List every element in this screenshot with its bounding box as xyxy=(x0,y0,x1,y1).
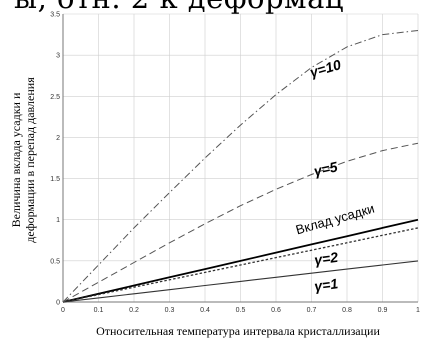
series-line-4 xyxy=(62,30,419,303)
grid xyxy=(62,13,419,303)
y-tick-label: 0.5 xyxy=(50,258,60,265)
annotation-1: γ=5 xyxy=(312,158,339,179)
y-axis-label-line-1: Величина вклада усадки и xyxy=(9,92,23,227)
x-tick-label: 0.8 xyxy=(342,307,352,314)
series-line-1 xyxy=(62,260,419,303)
y-tick-label: 2.5 xyxy=(50,94,60,101)
x-tick-label: 0.1 xyxy=(94,307,104,314)
annotation-3: γ=2 xyxy=(313,249,339,268)
x-tick-label: 0 xyxy=(61,307,65,314)
y-tick-label: 1 xyxy=(56,217,60,224)
y-axis-label: Величина вклада усадки и деформации в пе… xyxy=(9,77,37,243)
x-tick-label: 1 xyxy=(416,307,420,314)
y-tick-label: 0 xyxy=(56,300,60,307)
x-tick-label: 0.6 xyxy=(271,307,281,314)
page-title: ы, отн. 2 к деформац xyxy=(14,0,344,15)
x-tick-label: 0.3 xyxy=(165,307,175,314)
series-line-0 xyxy=(62,218,419,303)
series-line-2 xyxy=(62,227,419,303)
y-axis-label-line-2: деформации в перепад давления xyxy=(23,77,37,243)
y-tick-label: 3 xyxy=(56,53,60,60)
x-axis-label: Относительная температура интервала крис… xyxy=(96,324,380,338)
x-tick-label: 0.2 xyxy=(129,307,139,314)
y-tick-label: 3.5 xyxy=(50,12,60,19)
y-tick-label: 2 xyxy=(56,135,60,142)
series-lines xyxy=(62,30,419,303)
annotation-4: γ=1 xyxy=(313,275,339,294)
x-tick-label: 0.9 xyxy=(378,307,388,314)
axes xyxy=(62,14,418,303)
x-tick-label: 0.5 xyxy=(236,307,246,314)
x-tick-label: 0.4 xyxy=(200,307,210,314)
series-line-3 xyxy=(62,142,419,303)
tick-labels: 0 0.1 0.2 0.3 0.4 0.5 0.6 0.7 0.8 0.9 1 0 0.5 1 1.5 2 2.… xyxy=(50,12,420,315)
x-tick-label: 0.7 xyxy=(307,307,317,314)
y-tick-label: 1.5 xyxy=(50,176,60,183)
